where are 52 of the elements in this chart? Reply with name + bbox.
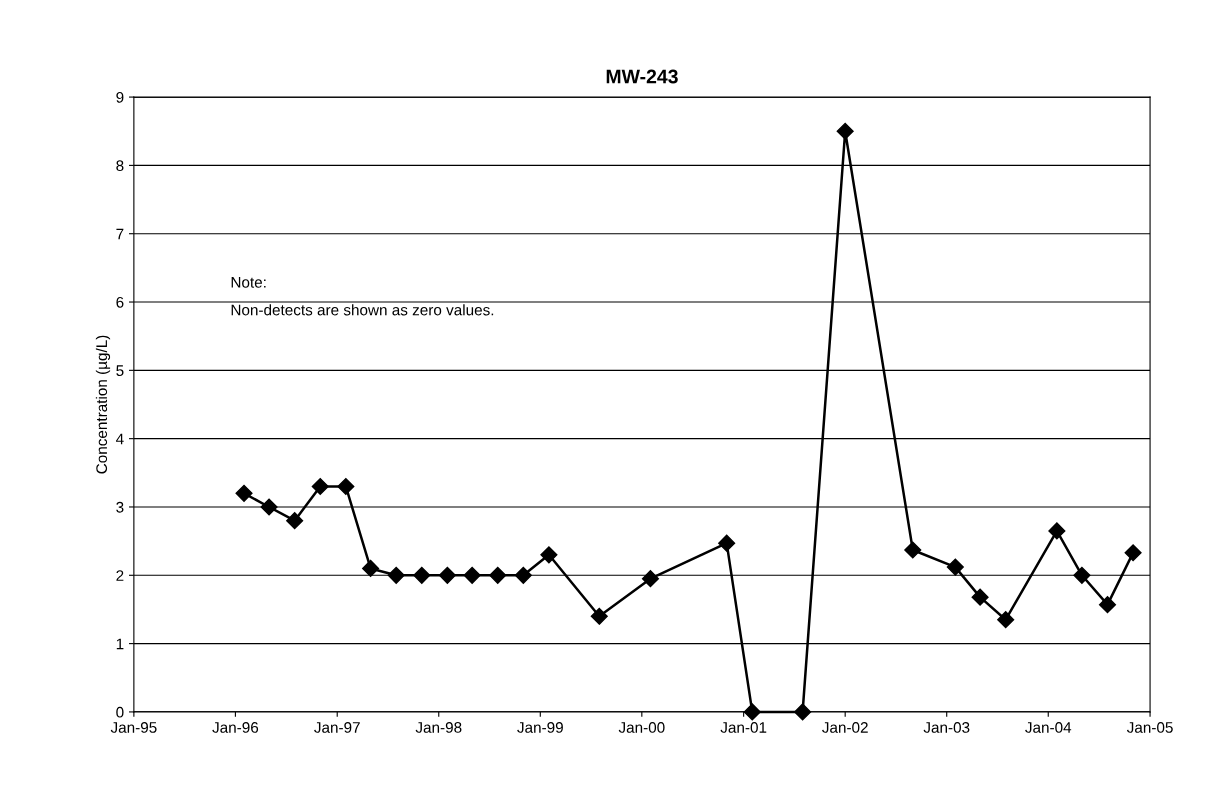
point [1124,544,1142,562]
x-tick-label: Jan-99 [517,722,563,733]
point [971,588,989,606]
x-tick-label: Jan-04 [1025,722,1072,733]
point [337,477,355,496]
annotation: Note: [231,277,266,288]
x-tick-label: Jan-03 [923,722,970,733]
point [362,559,380,578]
y-tick-label: 8 [116,160,124,172]
point [946,558,964,576]
point [718,534,736,552]
point [387,566,405,584]
point [997,611,1015,629]
y-tick-label: 2 [116,570,124,581]
point [794,703,812,721]
x-tick-label: Jan-98 [415,722,462,733]
point [590,607,608,625]
x-tick-label: Jan-05 [1126,722,1173,733]
point [235,484,253,502]
point [904,541,922,559]
y-tick-label: 4 [116,433,124,445]
y-tick-label: 1 [116,638,124,650]
point [438,566,456,584]
point [641,570,660,588]
x-tick-label: Jan-02 [822,722,868,733]
y-tick-label: 9 [116,91,124,103]
point [743,703,761,721]
x-tick-label: Jan-97 [314,722,360,733]
y-axis-title: Concentration (µg/L) [95,335,111,474]
point [836,122,854,140]
point [514,566,532,584]
x-tick-label: Jan-95 [110,722,157,733]
point [540,546,558,564]
point [260,498,278,516]
y-tick-label: 5 [116,365,124,377]
y-tick-label: 3 [116,501,124,513]
x-tick-label: Jan-00 [618,722,665,733]
x-tick-label: Jan-01 [720,722,767,733]
y-tick-label: 0 [116,706,124,718]
point [286,512,304,530]
chart-title: MW-243 [606,69,678,84]
point [489,566,507,584]
point [463,566,481,584]
x-tick-label: Jan-96 [212,722,259,733]
point [1073,566,1091,584]
point [413,566,431,584]
y-tick-label: 6 [116,296,124,308]
point [1048,522,1066,540]
point [1098,596,1117,614]
y-tick-label: 7 [116,228,124,240]
point [311,477,329,496]
annotation: Non-detects are shown as zero values. [231,304,494,316]
